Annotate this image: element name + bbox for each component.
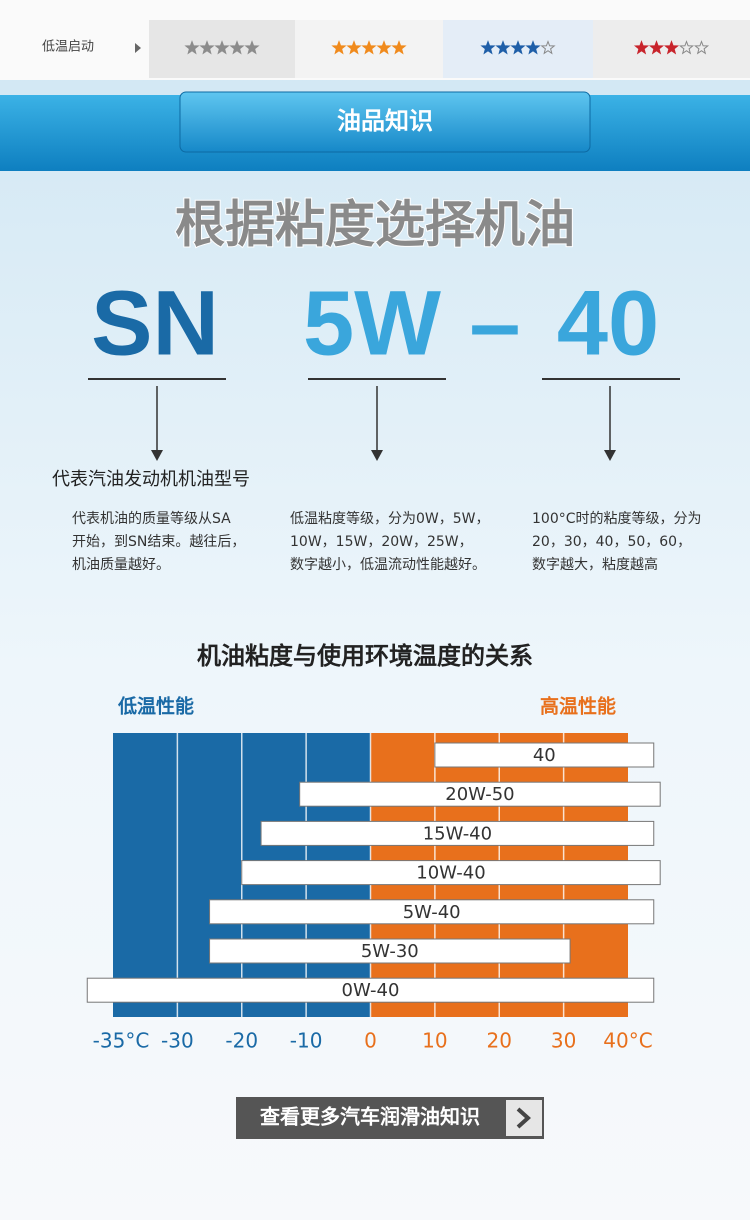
- star-filled: [633, 40, 650, 55]
- star-rating: [184, 40, 260, 55]
- chart-title: 机油粘度与使用环境温度的关系: [197, 642, 533, 670]
- range-bar: [299, 781, 661, 807]
- explanation-line: 机油质量越好。: [72, 557, 170, 573]
- range-bar: [434, 742, 655, 768]
- x-tick-label: 0: [364, 1029, 377, 1053]
- bar-label: 5W-40: [403, 902, 461, 923]
- bar-label: 40: [533, 745, 556, 766]
- bar-label: 10W-40: [416, 863, 485, 884]
- pointer-head: [371, 450, 383, 461]
- bar-label: 15W-40: [423, 823, 492, 844]
- high-label: 高温性能: [540, 695, 616, 718]
- star-filled: [214, 40, 230, 55]
- low-label: 低温性能: [117, 695, 194, 718]
- star-filled: [346, 40, 362, 55]
- explanation-line: 低温粘度等级，分为0W，5W，: [290, 510, 490, 527]
- arrow-icon: [135, 43, 141, 53]
- star-filled: [361, 40, 377, 55]
- code-part: –: [469, 272, 520, 374]
- range-bar: [209, 938, 571, 964]
- star-filled: [391, 40, 407, 55]
- header-tab: [179, 91, 591, 153]
- explanation-line: 数字越大，粘度越高: [532, 556, 658, 573]
- star-filled: [184, 40, 200, 55]
- star-filled: [199, 40, 215, 55]
- explanation-line: 10W，15W，20W，25W，: [290, 534, 473, 550]
- bar-label: 20W-50: [445, 784, 514, 805]
- range-bar: [209, 899, 655, 925]
- x-tick-label: -20: [225, 1029, 258, 1053]
- star-empty: [678, 40, 695, 55]
- code-part: 40: [557, 272, 659, 374]
- x-tick-label: -35°C: [93, 1029, 150, 1053]
- code-part: SN: [91, 272, 219, 374]
- x-tick-label: -10: [290, 1029, 323, 1053]
- range-bar: [241, 860, 661, 886]
- x-tick-label: -30: [161, 1029, 194, 1053]
- star-rating: [480, 40, 556, 55]
- explanation-line: 100°C时的粘度等级，分为: [532, 510, 702, 527]
- explanation-line: 代表机油的质量等级从SA: [72, 510, 231, 527]
- rating-label: 低温启动: [42, 40, 94, 55]
- explanation-line: 20，30，40，50，60，: [532, 534, 691, 550]
- explanation-title: 代表汽油发动机机油型号: [52, 469, 250, 490]
- button-label[interactable]: 查看更多汽车润滑油知识: [260, 1105, 480, 1129]
- star-empty: [540, 40, 556, 55]
- button-arrow[interactable]: [516, 1107, 531, 1129]
- star-filled: [480, 40, 496, 55]
- star-filled: [244, 40, 260, 55]
- star-filled: [663, 40, 680, 55]
- x-tick-label: 40°C: [603, 1029, 652, 1053]
- star-filled: [525, 40, 541, 55]
- star-filled: [376, 40, 392, 55]
- bar-label: 0W-40: [342, 980, 400, 1001]
- explanation-line: 数字越小，低温流动性能越好。: [290, 557, 486, 573]
- range-bar: [86, 977, 655, 1003]
- star-filled: [495, 40, 511, 55]
- pointer-head: [151, 450, 163, 461]
- x-tick-label: 20: [487, 1029, 512, 1053]
- pointer-head: [604, 450, 616, 461]
- star-rating: [331, 40, 407, 55]
- star-empty: [693, 40, 710, 55]
- bar-label: 5W-30: [361, 941, 419, 962]
- x-tick-label: 30: [551, 1029, 576, 1053]
- button-arrow-box[interactable]: [506, 1100, 542, 1136]
- star-rating: [633, 40, 710, 55]
- star-filled: [331, 40, 347, 55]
- code-part: 5W: [303, 272, 441, 374]
- x-tick-label: 10: [422, 1029, 447, 1053]
- star-filled: [229, 40, 245, 55]
- header-title: 油品知识: [337, 107, 433, 135]
- explanation-line: 开始，到SN结束。越往后，: [72, 534, 245, 550]
- range-bar: [260, 820, 655, 846]
- more-button[interactable]: [236, 1097, 544, 1139]
- headline: 根据粘度选择机油: [175, 196, 575, 254]
- star-filled: [648, 40, 665, 55]
- star-filled: [510, 40, 526, 55]
